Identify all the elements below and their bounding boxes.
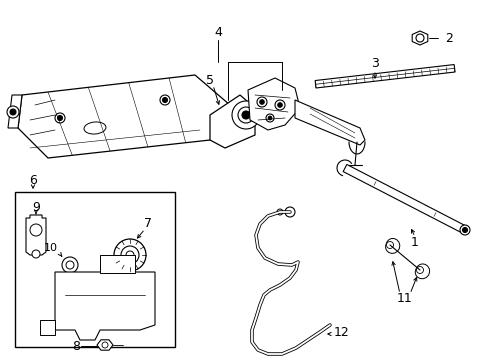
Bar — [15, 192, 175, 347]
Polygon shape — [97, 340, 113, 350]
Circle shape — [462, 228, 467, 233]
Polygon shape — [411, 31, 427, 45]
Circle shape — [7, 106, 19, 118]
Circle shape — [257, 97, 266, 107]
Circle shape — [416, 266, 423, 274]
Circle shape — [238, 107, 253, 123]
Circle shape — [102, 342, 108, 348]
Polygon shape — [414, 264, 429, 279]
Ellipse shape — [84, 122, 106, 134]
Circle shape — [259, 100, 264, 104]
Circle shape — [32, 250, 40, 258]
Circle shape — [10, 109, 16, 115]
Text: 4: 4 — [214, 26, 222, 39]
Polygon shape — [8, 95, 22, 128]
Circle shape — [55, 113, 65, 123]
Circle shape — [415, 34, 423, 42]
Polygon shape — [343, 165, 466, 234]
Polygon shape — [209, 95, 254, 148]
Bar — [100, 255, 135, 273]
Circle shape — [160, 95, 170, 105]
Text: 7: 7 — [143, 216, 152, 230]
Text: 2: 2 — [444, 32, 452, 45]
Text: 6: 6 — [29, 174, 37, 186]
Circle shape — [121, 246, 139, 264]
Polygon shape — [18, 75, 229, 158]
Circle shape — [58, 116, 62, 121]
Text: 3: 3 — [370, 57, 378, 69]
Circle shape — [459, 225, 469, 235]
Circle shape — [267, 116, 271, 120]
Polygon shape — [26, 215, 46, 255]
Polygon shape — [294, 100, 364, 145]
Polygon shape — [209, 105, 235, 140]
Polygon shape — [247, 78, 299, 130]
Text: 12: 12 — [333, 327, 349, 339]
Polygon shape — [40, 320, 55, 335]
Text: 8: 8 — [72, 339, 80, 352]
Circle shape — [242, 111, 249, 119]
Circle shape — [126, 251, 134, 259]
Polygon shape — [55, 272, 155, 340]
Text: 10: 10 — [44, 243, 58, 253]
Circle shape — [265, 114, 273, 122]
Circle shape — [62, 257, 78, 273]
Circle shape — [231, 101, 260, 129]
Polygon shape — [385, 238, 399, 253]
Text: 9: 9 — [32, 201, 40, 213]
Circle shape — [285, 207, 294, 217]
Circle shape — [276, 209, 283, 215]
Circle shape — [277, 103, 282, 107]
Text: 1: 1 — [410, 235, 418, 248]
Circle shape — [274, 100, 285, 110]
Circle shape — [114, 239, 146, 271]
Circle shape — [66, 261, 74, 269]
Text: 5: 5 — [205, 73, 214, 86]
Text: 11: 11 — [396, 292, 412, 305]
Polygon shape — [314, 64, 454, 88]
Circle shape — [162, 98, 167, 103]
Circle shape — [30, 224, 42, 236]
Circle shape — [386, 242, 393, 248]
